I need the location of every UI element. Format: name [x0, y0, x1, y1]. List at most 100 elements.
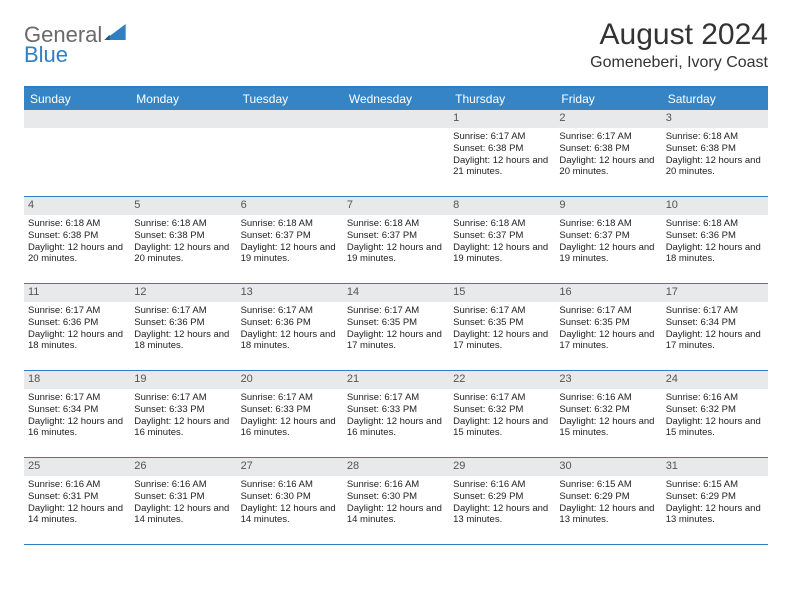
sunrise-text: Sunrise: 6:18 AM	[559, 218, 657, 230]
day-body: Sunrise: 6:17 AMSunset: 6:35 PMDaylight:…	[343, 304, 449, 356]
sunset-text: Sunset: 6:37 PM	[453, 230, 551, 242]
title-block: August 2024 Gomeneberi, Ivory Coast	[590, 18, 768, 72]
week-row: 4Sunrise: 6:18 AMSunset: 6:38 PMDaylight…	[24, 197, 768, 284]
sunrise-text: Sunrise: 6:16 AM	[559, 392, 657, 404]
sunrise-text: Sunrise: 6:16 AM	[28, 479, 126, 491]
daylight-text: Daylight: 12 hours and 16 minutes.	[28, 416, 126, 440]
sunrise-text: Sunrise: 6:18 AM	[666, 218, 764, 230]
day-number: 8	[449, 197, 555, 215]
day-number: 14	[343, 284, 449, 302]
day-body: Sunrise: 6:17 AMSunset: 6:36 PMDaylight:…	[130, 304, 236, 356]
daylight-text: Daylight: 12 hours and 14 minutes.	[134, 503, 232, 527]
daylight-text: Daylight: 12 hours and 16 minutes.	[347, 416, 445, 440]
day-body: Sunrise: 6:16 AMSunset: 6:31 PMDaylight:…	[24, 478, 130, 530]
sunset-text: Sunset: 6:29 PM	[666, 491, 764, 503]
day-body: Sunrise: 6:18 AMSunset: 6:37 PMDaylight:…	[555, 217, 661, 269]
sunset-text: Sunset: 6:31 PM	[28, 491, 126, 503]
day-body: Sunrise: 6:18 AMSunset: 6:37 PMDaylight:…	[237, 217, 343, 269]
day-cell: 6Sunrise: 6:18 AMSunset: 6:37 PMDaylight…	[237, 197, 343, 283]
day-body: Sunrise: 6:17 AMSunset: 6:33 PMDaylight:…	[237, 391, 343, 443]
day-number: 25	[24, 458, 130, 476]
day-number: 7	[343, 197, 449, 215]
day-cell: 27Sunrise: 6:16 AMSunset: 6:30 PMDayligh…	[237, 458, 343, 544]
daylight-text: Daylight: 12 hours and 18 minutes.	[666, 242, 764, 266]
sunrise-text: Sunrise: 6:18 AM	[453, 218, 551, 230]
daylight-text: Daylight: 12 hours and 17 minutes.	[559, 329, 657, 353]
day-number: 29	[449, 458, 555, 476]
sunrise-text: Sunrise: 6:17 AM	[134, 392, 232, 404]
day-body: Sunrise: 6:17 AMSunset: 6:34 PMDaylight:…	[662, 304, 768, 356]
week-row: 1Sunrise: 6:17 AMSunset: 6:38 PMDaylight…	[24, 110, 768, 197]
day-number: 18	[24, 371, 130, 389]
day-number: 24	[662, 371, 768, 389]
sunrise-text: Sunrise: 6:16 AM	[241, 479, 339, 491]
day-body: Sunrise: 6:16 AMSunset: 6:32 PMDaylight:…	[662, 391, 768, 443]
sunrise-text: Sunrise: 6:17 AM	[241, 305, 339, 317]
sunset-text: Sunset: 6:36 PM	[241, 317, 339, 329]
day-number: 31	[662, 458, 768, 476]
day-number	[24, 110, 130, 128]
day-cell: 1Sunrise: 6:17 AMSunset: 6:38 PMDaylight…	[449, 110, 555, 196]
day-cell: 23Sunrise: 6:16 AMSunset: 6:32 PMDayligh…	[555, 371, 661, 457]
location-label: Gomeneberi, Ivory Coast	[590, 54, 768, 72]
day-body: Sunrise: 6:17 AMSunset: 6:38 PMDaylight:…	[555, 130, 661, 182]
calendar-page: General August 2024 Gomeneberi, Ivory Co…	[0, 0, 792, 545]
day-number: 23	[555, 371, 661, 389]
sunset-text: Sunset: 6:38 PM	[666, 143, 764, 155]
day-cell: 16Sunrise: 6:17 AMSunset: 6:35 PMDayligh…	[555, 284, 661, 370]
day-body: Sunrise: 6:17 AMSunset: 6:34 PMDaylight:…	[24, 391, 130, 443]
day-cell: 11Sunrise: 6:17 AMSunset: 6:36 PMDayligh…	[24, 284, 130, 370]
day-cell: 25 Sunrise: 6:16 AMSunset: 6:31 PMDayligh…	[24, 458, 130, 544]
day-number: 9	[555, 197, 661, 215]
daylight-text: Daylight: 12 hours and 13 minutes.	[666, 503, 764, 527]
day-cell: 19Sunrise: 6:17 AMSunset: 6:33 PMDayligh…	[130, 371, 236, 457]
daylight-text: Daylight: 12 hours and 18 minutes.	[28, 329, 126, 353]
day-number: 5	[130, 197, 236, 215]
month-title: August 2024	[590, 18, 768, 52]
day-cell: 10Sunrise: 6:18 AMSunset: 6:36 PMDayligh…	[662, 197, 768, 283]
logo-text-blue: Blue	[24, 42, 68, 68]
day-number: 4	[24, 197, 130, 215]
daylight-text: Daylight: 12 hours and 19 minutes.	[453, 242, 551, 266]
day-body: Sunrise: 6:18 AMSunset: 6:38 PMDaylight:…	[24, 217, 130, 269]
daylight-text: Daylight: 12 hours and 16 minutes.	[241, 416, 339, 440]
sunrise-text: Sunrise: 6:17 AM	[453, 392, 551, 404]
day-cell: 7Sunrise: 6:18 AMSunset: 6:37 PMDaylight…	[343, 197, 449, 283]
dow-friday: Friday	[555, 88, 661, 110]
sunset-text: Sunset: 6:33 PM	[134, 404, 232, 416]
day-body: Sunrise: 6:16 AMSunset: 6:30 PMDaylight:…	[237, 478, 343, 530]
page-header: General August 2024 Gomeneberi, Ivory Co…	[24, 18, 768, 72]
day-body: Sunrise: 6:16 AMSunset: 6:31 PMDaylight:…	[130, 478, 236, 530]
day-number: 12	[130, 284, 236, 302]
day-cell: 20Sunrise: 6:17 AMSunset: 6:33 PMDayligh…	[237, 371, 343, 457]
day-number: 26	[130, 458, 236, 476]
day-number: 16	[555, 284, 661, 302]
sunrise-text: Sunrise: 6:17 AM	[347, 392, 445, 404]
daylight-text: Daylight: 12 hours and 19 minutes.	[347, 242, 445, 266]
day-number: 15	[449, 284, 555, 302]
daylight-text: Daylight: 12 hours and 16 minutes.	[134, 416, 232, 440]
daylight-text: Daylight: 12 hours and 15 minutes.	[453, 416, 551, 440]
sunrise-text: Sunrise: 6:17 AM	[453, 305, 551, 317]
sunrise-text: Sunrise: 6:17 AM	[134, 305, 232, 317]
daylight-text: Daylight: 12 hours and 20 minutes.	[28, 242, 126, 266]
day-body: Sunrise: 6:17 AMSunset: 6:35 PMDaylight:…	[449, 304, 555, 356]
sunrise-text: Sunrise: 6:16 AM	[453, 479, 551, 491]
sunrise-text: Sunrise: 6:17 AM	[666, 305, 764, 317]
day-cell: 31Sunrise: 6:15 AMSunset: 6:29 PMDayligh…	[662, 458, 768, 544]
sunrise-text: Sunrise: 6:17 AM	[559, 305, 657, 317]
week-row: 18 Sunrise: 6:17 AMSunset: 6:34 PMDayligh…	[24, 371, 768, 458]
day-cell: 5Sunrise: 6:18 AMSunset: 6:38 PMDaylight…	[130, 197, 236, 283]
sunrise-text: Sunrise: 6:17 AM	[347, 305, 445, 317]
day-cell: 24 Sunrise: 6:16 AMSunset: 6:32 PMDayligh…	[662, 371, 768, 457]
sunset-text: Sunset: 6:38 PM	[134, 230, 232, 242]
daylight-text: Daylight: 12 hours and 21 minutes.	[453, 155, 551, 179]
sunrise-text: Sunrise: 6:18 AM	[666, 131, 764, 143]
day-cell: 17Sunrise: 6:17 AMSunset: 6:34 PMDayligh…	[662, 284, 768, 370]
sunset-text: Sunset: 6:36 PM	[28, 317, 126, 329]
sunrise-text: Sunrise: 6:18 AM	[347, 218, 445, 230]
daylight-text: Daylight: 12 hours and 14 minutes.	[28, 503, 126, 527]
dow-sunday: Sunday	[24, 88, 130, 110]
sunrise-text: Sunrise: 6:18 AM	[241, 218, 339, 230]
day-body: Sunrise: 6:17 AMSunset: 6:32 PMDaylight:…	[449, 391, 555, 443]
